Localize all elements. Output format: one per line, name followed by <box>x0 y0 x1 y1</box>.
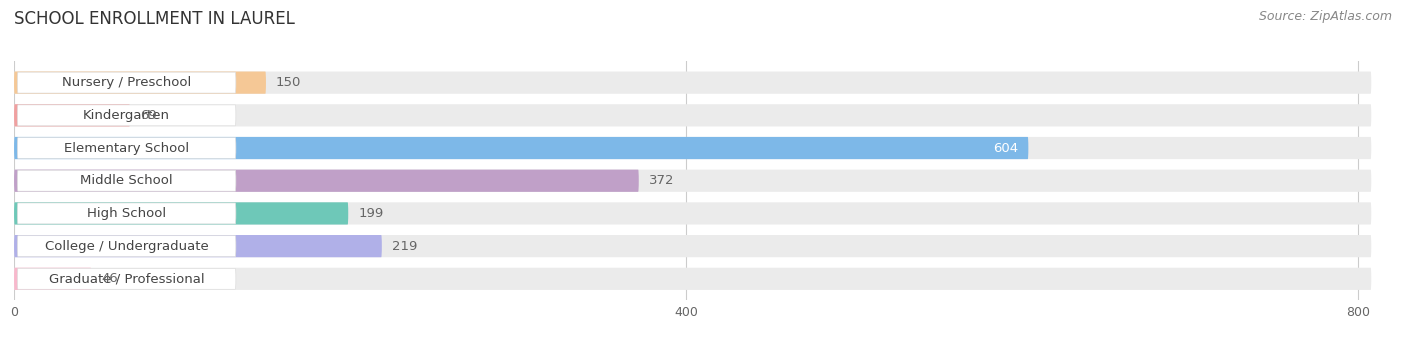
Text: 372: 372 <box>648 174 675 187</box>
FancyBboxPatch shape <box>14 169 638 192</box>
Text: Graduate / Professional: Graduate / Professional <box>49 272 204 285</box>
Text: Middle School: Middle School <box>80 174 173 187</box>
FancyBboxPatch shape <box>17 268 236 289</box>
Text: 46: 46 <box>101 272 118 285</box>
Text: 150: 150 <box>276 76 301 89</box>
FancyBboxPatch shape <box>17 72 236 93</box>
Text: Nursery / Preschool: Nursery / Preschool <box>62 76 191 89</box>
FancyBboxPatch shape <box>14 268 1371 290</box>
FancyBboxPatch shape <box>17 203 236 224</box>
Text: Kindergarten: Kindergarten <box>83 109 170 122</box>
Text: 604: 604 <box>993 142 1018 154</box>
FancyBboxPatch shape <box>14 137 1028 159</box>
FancyBboxPatch shape <box>17 137 236 159</box>
Text: Source: ZipAtlas.com: Source: ZipAtlas.com <box>1258 10 1392 23</box>
FancyBboxPatch shape <box>17 236 236 256</box>
FancyBboxPatch shape <box>14 235 382 257</box>
FancyBboxPatch shape <box>17 170 236 191</box>
FancyBboxPatch shape <box>14 72 1371 94</box>
Text: SCHOOL ENROLLMENT IN LAUREL: SCHOOL ENROLLMENT IN LAUREL <box>14 10 295 28</box>
FancyBboxPatch shape <box>14 137 1371 159</box>
Text: High School: High School <box>87 207 166 220</box>
FancyBboxPatch shape <box>14 202 349 224</box>
FancyBboxPatch shape <box>14 104 129 127</box>
Text: Elementary School: Elementary School <box>65 142 190 154</box>
Text: 219: 219 <box>392 240 418 253</box>
Text: College / Undergraduate: College / Undergraduate <box>45 240 208 253</box>
FancyBboxPatch shape <box>14 72 266 94</box>
Text: 69: 69 <box>141 109 156 122</box>
Text: 199: 199 <box>359 207 384 220</box>
FancyBboxPatch shape <box>14 268 91 290</box>
FancyBboxPatch shape <box>17 105 236 126</box>
FancyBboxPatch shape <box>14 104 1371 127</box>
FancyBboxPatch shape <box>14 235 1371 257</box>
FancyBboxPatch shape <box>14 169 1371 192</box>
FancyBboxPatch shape <box>14 202 1371 224</box>
